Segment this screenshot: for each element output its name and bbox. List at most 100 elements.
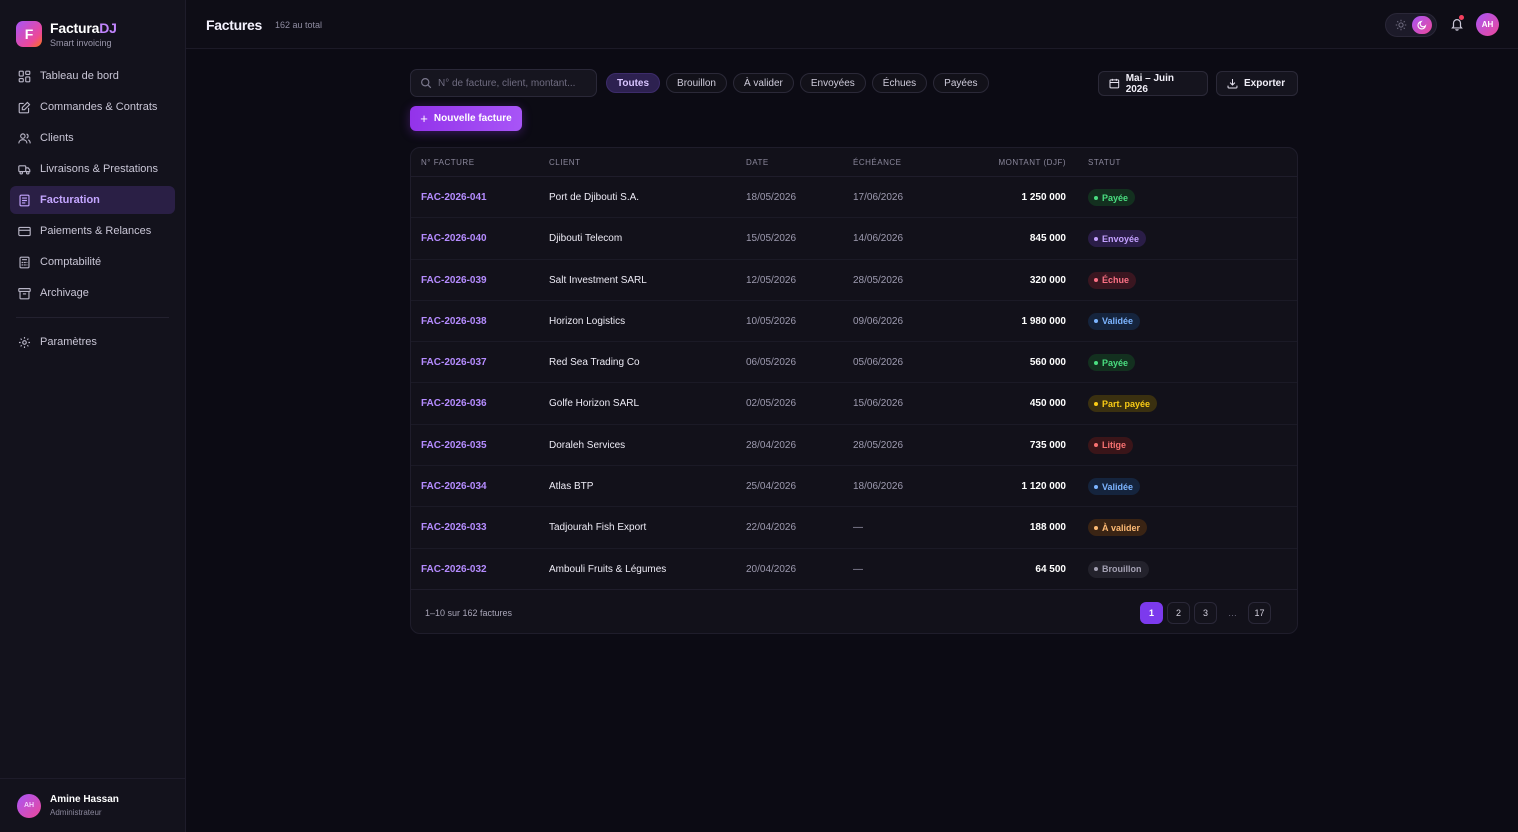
table-row[interactable]: FAC-2026-033 Tadjourah Fish Export 22/04… [411, 507, 1297, 549]
theme-toggle[interactable] [1385, 13, 1437, 37]
status-label: Échue [1102, 275, 1130, 286]
invoice-number-link[interactable]: FAC-2026-036 [421, 398, 487, 410]
status-dot [1094, 195, 1098, 200]
sidebar-item-clients[interactable]: Clients [10, 124, 175, 152]
invoice-number-link[interactable]: FAC-2026-039 [421, 274, 487, 286]
credit-card-icon [18, 226, 31, 236]
table-body: FAC-2026-041 Port de Djibouti S.A. 18/05… [411, 177, 1297, 590]
table-row[interactable]: FAC-2026-035 Doraleh Services 28/04/2026… [411, 425, 1297, 467]
column-header-amount[interactable]: MONTANT (DJF) [998, 158, 1066, 167]
status-dot [1094, 401, 1098, 406]
invoice-date: 12/05/2026 [746, 274, 797, 286]
due-date: 05/06/2026 [853, 357, 904, 369]
new-invoice-button[interactable]: + Nouvelle facture [410, 106, 522, 131]
page-button-17[interactable]: 17 [1248, 601, 1271, 624]
status-label: Validée [1102, 316, 1134, 327]
table-row[interactable]: FAC-2026-039 Salt Investment SARL 12/05/… [411, 260, 1297, 301]
column-header-status[interactable]: STATUT [1088, 158, 1121, 167]
invoice-date: 18/05/2026 [746, 192, 797, 203]
dashboard-icon [18, 70, 31, 82]
filter-chip-paid[interactable]: Payées [933, 73, 989, 93]
status-label: Envoyée [1102, 233, 1140, 244]
status-badge: Envoyée [1088, 230, 1147, 248]
invoice-amount: 320 000 [1029, 274, 1066, 286]
status-badge: Payée [1088, 189, 1136, 206]
table-row[interactable]: FAC-2026-036 Golfe Horizon SARL 02/05/20… [411, 383, 1297, 425]
status-label: Payée [1102, 192, 1129, 203]
search-input[interactable] [438, 77, 596, 89]
table-row[interactable]: FAC-2026-032 Ambouli Fruits & Légumes 20… [411, 549, 1297, 590]
client-name: Horizon Logistics [549, 315, 626, 327]
bell-icon[interactable] [1450, 17, 1464, 31]
invoice-amount: 450 000 [1029, 398, 1066, 410]
table-row[interactable]: FAC-2026-040 Djibouti Telecom 15/05/2026… [411, 218, 1297, 260]
sidebar-nav: Tableau de bord Commandes & Contrats Cli… [10, 62, 175, 359]
column-header-number[interactable]: N° FACTURE [421, 158, 475, 167]
table-row[interactable]: FAC-2026-038 Horizon Logistics 10/05/202… [411, 301, 1297, 343]
brand-name: FacturaDJ [50, 20, 117, 36]
search-box[interactable] [410, 69, 597, 97]
user-profile[interactable]: AH Amine Hassan Administrateur [0, 778, 185, 832]
table-row[interactable]: FAC-2026-041 Port de Djibouti S.A. 18/05… [411, 177, 1297, 219]
client-name: Ambouli Fruits & Légumes [549, 563, 667, 575]
filter-chip-sent[interactable]: Envoyées [799, 73, 866, 93]
calendar-icon [1109, 78, 1120, 89]
client-name: Atlas BTP [549, 481, 594, 493]
export-label: Exporter [1244, 78, 1286, 89]
due-date: 14/06/2026 [853, 233, 904, 245]
avatar: AH [17, 793, 41, 818]
sidebar-item-payments[interactable]: Paiements & Relances [10, 217, 175, 245]
status-label: Validée [1102, 481, 1134, 492]
table-row[interactable]: FAC-2026-034 Atlas BTP 25/04/2026 18/06/… [411, 466, 1297, 508]
period-picker-button[interactable]: Mai – Juin 2026 [1098, 71, 1208, 96]
page-button-3[interactable]: 3 [1194, 601, 1217, 624]
brand[interactable]: F FacturaDJ Smart invoicing [16, 20, 117, 48]
sidebar-item-orders[interactable]: Commandes & Contrats [10, 93, 175, 121]
status-filters: Toutes Brouillon À valider Envoyées Échu… [606, 73, 995, 93]
invoice-number-link[interactable]: FAC-2026-041 [421, 192, 487, 203]
status-dot [1094, 278, 1098, 283]
invoice-number-link[interactable]: FAC-2026-033 [421, 522, 487, 534]
page-button-1[interactable]: 1 [1140, 601, 1163, 624]
search-icon [421, 78, 432, 89]
brand-name-main: Factura [50, 20, 100, 36]
filter-chip-all[interactable]: Toutes [606, 73, 661, 93]
plus-icon: + [420, 111, 428, 126]
filter-chip-overdue[interactable]: Échues [871, 73, 928, 93]
topbar: Factures 162 au total AH [186, 0, 1518, 49]
column-header-due[interactable]: ÉCHÉANCE [853, 158, 902, 167]
sidebar-item-billing[interactable]: Facturation [10, 186, 175, 214]
invoice-number-link[interactable]: FAC-2026-035 [421, 439, 487, 451]
export-button[interactable]: Exporter [1216, 71, 1298, 96]
column-header-client[interactable]: CLIENT [549, 158, 581, 167]
status-label: Brouillon [1102, 564, 1142, 575]
sidebar-item-deliveries[interactable]: Livraisons & Prestations [10, 155, 175, 183]
sidebar-item-archive[interactable]: Archivage [10, 279, 175, 307]
invoice-number-link[interactable]: FAC-2026-032 [421, 563, 487, 575]
pagination: ‹ 1 2 3 … 17 › [1136, 601, 1271, 624]
client-name: Port de Djibouti S.A. [549, 192, 640, 203]
header-avatar[interactable]: AH [1476, 13, 1499, 36]
status-dot [1094, 360, 1098, 365]
status-badge: Validée [1088, 312, 1141, 330]
invoice-number-link[interactable]: FAC-2026-037 [421, 357, 487, 369]
filter-chip-to-validate[interactable]: À valider [732, 73, 794, 93]
invoice-number-link[interactable]: FAC-2026-034 [421, 481, 487, 493]
user-text: Amine Hassan Administrateur [50, 794, 119, 817]
filter-chip-draft[interactable]: Brouillon [666, 73, 727, 93]
due-date: 17/06/2026 [853, 192, 904, 203]
sidebar-item-settings[interactable]: Paramètres [10, 328, 175, 356]
invoice-amount: 1 120 000 [1021, 481, 1067, 493]
invoice-date: 06/05/2026 [746, 357, 797, 369]
sidebar-item-label: Facturation [40, 194, 100, 206]
page-button-2[interactable]: 2 [1167, 601, 1190, 624]
page-title: Factures [206, 17, 262, 33]
sidebar-item-accounting[interactable]: Comptabilité [10, 248, 175, 276]
sidebar-item-label: Clients [40, 132, 74, 144]
invoice-number-link[interactable]: FAC-2026-038 [421, 315, 487, 327]
invoice-number-link[interactable]: FAC-2026-040 [421, 233, 487, 245]
invoice-date: 25/04/2026 [746, 481, 797, 493]
table-row[interactable]: FAC-2026-037 Red Sea Trading Co 06/05/20… [411, 342, 1297, 384]
sidebar-item-dashboard[interactable]: Tableau de bord [10, 62, 175, 90]
column-header-date[interactable]: DATE [746, 158, 769, 167]
